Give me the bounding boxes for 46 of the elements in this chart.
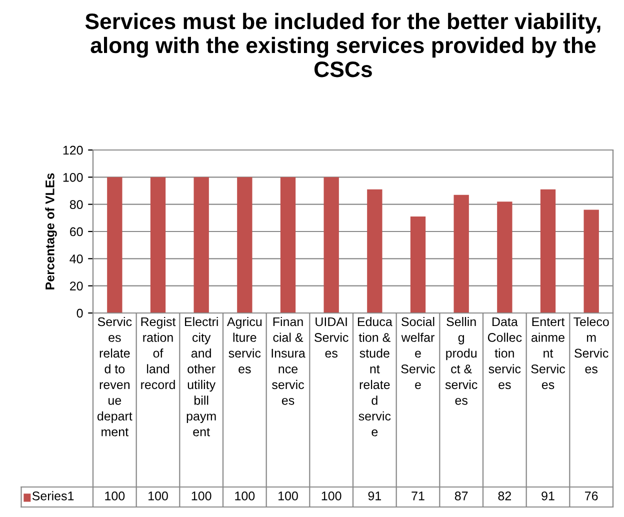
bar: [237, 177, 252, 313]
y-tick-label: 60: [70, 227, 83, 236]
x-tick-label: Entertainment Services: [531, 317, 566, 390]
y-tick-label: 80: [70, 200, 83, 209]
y-tick-label: 100: [63, 172, 83, 182]
bar: [150, 177, 166, 313]
x-tick-label: Registration of land record: [141, 317, 176, 390]
bar: [194, 177, 209, 313]
data-label: 100: [148, 492, 168, 500]
data-label: 100: [322, 492, 342, 500]
y-tick-label: 40: [70, 254, 83, 264]
x-tick-label: Education & student related service: [358, 317, 392, 436]
x-tick-label: Data Collection services: [488, 317, 522, 390]
bar: [410, 216, 426, 313]
bar: [454, 194, 469, 313]
bar: [324, 177, 339, 313]
data-label: 91: [542, 492, 554, 500]
data-label: 100: [192, 492, 212, 500]
x-tick-label: Financial & Insurance services: [272, 317, 306, 405]
x-tick-label: Telecom Services: [574, 317, 609, 374]
bar: [107, 177, 122, 313]
bar: [280, 177, 296, 313]
data-label: 82: [498, 492, 511, 500]
x-tick-label: Social welfare Service: [401, 317, 436, 390]
x-tick-label: Services related to revenue department: [97, 317, 132, 436]
bar: [497, 202, 512, 313]
bar: [584, 210, 599, 313]
data-label: 76: [585, 492, 598, 500]
legend-label: Series1: [32, 491, 74, 500]
x-tick-label: Selling product & services: [445, 317, 478, 405]
x-tick-label: Electricity and other utility bill payment: [184, 317, 218, 436]
chart-title: Services must be included for the better viability, along with the existing services provided by the CSCs: [85, 12, 600, 78]
data-label: 87: [454, 492, 468, 500]
y-tick-label: 120: [63, 146, 83, 155]
bar: [367, 189, 382, 313]
data-label: 71: [412, 492, 424, 500]
bar: [540, 189, 556, 313]
data-label: 91: [368, 492, 382, 500]
y-tick-label: 0: [76, 308, 83, 318]
data-label: 100: [278, 492, 298, 500]
x-tick-label: Agriculture services: [226, 317, 262, 374]
x-tick-label: UIDAI Services: [314, 317, 348, 358]
y-axis-title: Percentage of VLEs: [45, 173, 57, 290]
y-tick-label: 20: [70, 282, 83, 290]
data-label: 100: [105, 492, 125, 500]
data-label: 100: [235, 492, 255, 500]
